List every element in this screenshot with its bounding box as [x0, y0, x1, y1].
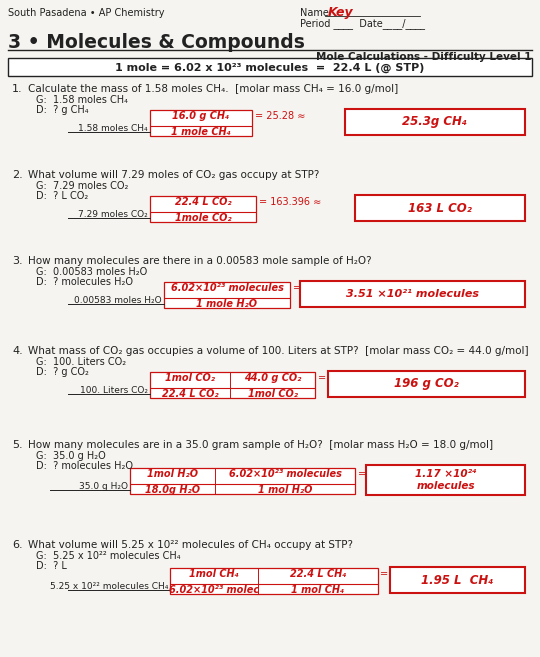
Text: D:  ? g CO₂: D: ? g CO₂ — [36, 367, 89, 377]
Text: D:  ? L CO₂: D: ? L CO₂ — [36, 191, 88, 201]
Text: 1 mol H₂O: 1 mol H₂O — [258, 485, 312, 495]
Text: South Pasadena • AP Chemistry: South Pasadena • AP Chemistry — [8, 8, 165, 18]
Text: How many molecules are in a 35.0 gram sample of H₂O?  [molar mass H₂O = 18.0 g/m: How many molecules are in a 35.0 gram sa… — [28, 440, 493, 450]
Text: G:  35.0 g H₂O: G: 35.0 g H₂O — [36, 451, 106, 461]
Text: 1.: 1. — [12, 84, 23, 94]
Bar — [170, 568, 378, 594]
Text: 1 mole CH₄: 1 mole CH₄ — [171, 127, 231, 137]
Text: =: = — [358, 469, 366, 479]
Bar — [150, 110, 252, 136]
Text: 196 g CO₂: 196 g CO₂ — [394, 378, 459, 390]
Text: G:  5.25 x 10²² molecules CH₄: G: 5.25 x 10²² molecules CH₄ — [36, 551, 180, 561]
Bar — [8, 58, 532, 76]
Text: D:  ? g CH₄: D: ? g CH₄ — [36, 105, 89, 115]
Text: 1mol CO₂: 1mol CO₂ — [247, 389, 298, 399]
Text: 1mol CH₄: 1mol CH₄ — [189, 569, 239, 579]
Text: 1.95 L  CH₄: 1.95 L CH₄ — [421, 574, 494, 587]
Text: Mole Calculations - Difficulty Level 1: Mole Calculations - Difficulty Level 1 — [316, 52, 532, 62]
Text: 25.3g CH₄: 25.3g CH₄ — [402, 116, 468, 129]
Text: 6.02×10²³ molecules: 6.02×10²³ molecules — [228, 469, 341, 479]
Text: Calculate the mass of 1.58 moles CH₄.  [molar mass CH₄ = 16.0 g/mol]: Calculate the mass of 1.58 moles CH₄. [m… — [28, 84, 399, 94]
Text: D:  ? L: D: ? L — [36, 561, 67, 571]
Text: 3.: 3. — [12, 256, 23, 266]
Text: Key: Key — [328, 6, 354, 19]
Text: 4.: 4. — [12, 346, 23, 356]
Text: G:  0.00583 moles H₂O: G: 0.00583 moles H₂O — [36, 267, 147, 277]
Text: 6.02×10²³ molecules: 6.02×10²³ molecules — [171, 283, 284, 293]
Text: 5.: 5. — [12, 440, 23, 450]
Bar — [164, 282, 290, 308]
Text: 1.58 moles CH₄: 1.58 moles CH₄ — [78, 124, 148, 133]
Text: 2.: 2. — [12, 170, 23, 180]
Bar — [345, 109, 525, 135]
Text: 1mol H₂O: 1mol H₂O — [147, 469, 198, 479]
Bar — [150, 196, 256, 222]
Text: D:  ? molecules H₂O: D: ? molecules H₂O — [36, 277, 133, 287]
Text: 1 mole H₂O: 1 mole H₂O — [197, 299, 258, 309]
Text: 3 • Molecules & Compounds: 3 • Molecules & Compounds — [8, 33, 305, 52]
Text: 7.29 moles CO₂: 7.29 moles CO₂ — [78, 210, 148, 219]
Text: 22.4 L CO₂: 22.4 L CO₂ — [174, 197, 231, 207]
Text: 1 mol CH₄: 1 mol CH₄ — [292, 585, 345, 595]
Text: 6.02×10²³ molec: 6.02×10²³ molec — [169, 585, 259, 595]
Text: How many molecules are there in a 0.00583 mole sample of H₂O?: How many molecules are there in a 0.0058… — [28, 256, 372, 266]
Text: 22.4 L CH₄: 22.4 L CH₄ — [290, 569, 346, 579]
Text: D:  ? molecules H₂O: D: ? molecules H₂O — [36, 461, 133, 471]
Text: What volume will 7.29 moles of CO₂ gas occupy at STP?: What volume will 7.29 moles of CO₂ gas o… — [28, 170, 319, 180]
Text: =: = — [293, 283, 301, 293]
Text: 5.25 x 10²² molecules CH₄: 5.25 x 10²² molecules CH₄ — [50, 582, 168, 591]
Text: G:  1.58 moles CH₄: G: 1.58 moles CH₄ — [36, 95, 128, 105]
Text: 44.0 g CO₂: 44.0 g CO₂ — [244, 373, 301, 383]
Bar — [355, 195, 525, 221]
Text: 1.17 ×10²⁴
molecules: 1.17 ×10²⁴ molecules — [415, 469, 476, 491]
Text: G:  100. Liters CO₂: G: 100. Liters CO₂ — [36, 357, 126, 367]
Text: 0.00583 moles H₂O: 0.00583 moles H₂O — [75, 296, 162, 305]
Text: = 25.28 ≈: = 25.28 ≈ — [255, 111, 306, 121]
Text: G:  7.29 moles CO₂: G: 7.29 moles CO₂ — [36, 181, 129, 191]
Text: 163 L CO₂: 163 L CO₂ — [408, 202, 472, 214]
Text: 100. Liters CO₂: 100. Liters CO₂ — [80, 386, 148, 395]
Text: 35.0 g H₂O: 35.0 g H₂O — [79, 482, 128, 491]
Text: 1mol CO₂: 1mol CO₂ — [165, 373, 215, 383]
Text: Period ____  Date____/____: Period ____ Date____/____ — [300, 18, 425, 29]
Text: 3.51 ×10²¹ molecules: 3.51 ×10²¹ molecules — [346, 289, 479, 299]
Text: =: = — [380, 569, 388, 579]
Text: 6.: 6. — [12, 540, 23, 550]
Text: = 163.396 ≈: = 163.396 ≈ — [259, 197, 321, 207]
Text: 18.0g H₂O: 18.0g H₂O — [145, 485, 200, 495]
Text: 1mole CO₂: 1mole CO₂ — [174, 213, 231, 223]
Text: Name: Name — [300, 8, 329, 18]
Bar — [366, 465, 525, 495]
Bar — [300, 281, 525, 307]
Bar — [328, 371, 525, 397]
Text: 16.0 g CH₄: 16.0 g CH₄ — [172, 111, 229, 121]
Bar — [150, 372, 315, 398]
Bar — [130, 468, 355, 494]
Text: What mass of CO₂ gas occupies a volume of 100. Liters at STP?  [molar mass CO₂ =: What mass of CO₂ gas occupies a volume o… — [28, 346, 529, 356]
Bar — [390, 567, 525, 593]
Text: 1 mole = 6.02 x 10²³ molecules  =  22.4 L (@ STP): 1 mole = 6.02 x 10²³ molecules = 22.4 L … — [116, 63, 424, 73]
Text: =: = — [318, 373, 326, 383]
Text: What volume will 5.25 x 10²² molecules of CH₄ occupy at STP?: What volume will 5.25 x 10²² molecules o… — [28, 540, 353, 550]
Text: 22.4 L CO₂: 22.4 L CO₂ — [161, 389, 218, 399]
